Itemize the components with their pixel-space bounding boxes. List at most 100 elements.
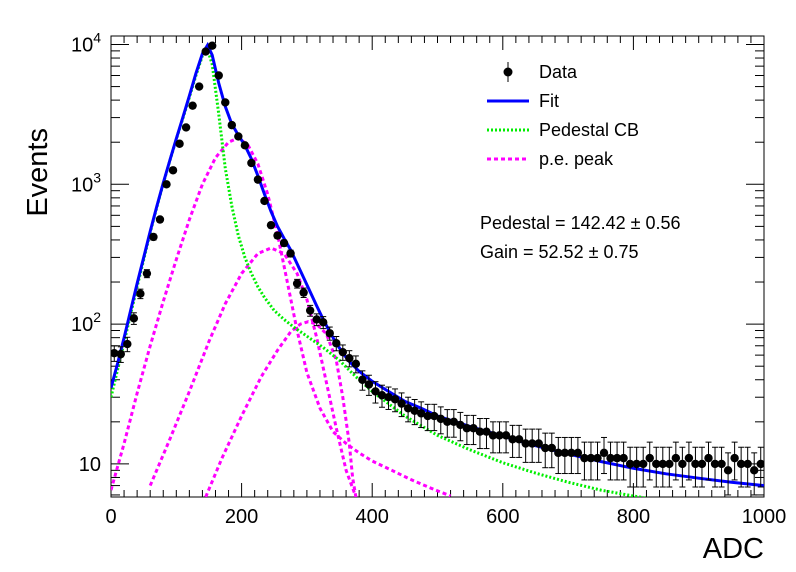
data-point: [149, 232, 158, 242]
data-marker: [279, 238, 289, 248]
data-point: [547, 432, 556, 469]
legend-item: p.e. peak: [487, 149, 614, 169]
data-point: [266, 220, 276, 230]
data-marker: [619, 453, 628, 463]
data-point: [175, 139, 184, 148]
y-tick-labels: 10 102 103 104: [71, 29, 101, 475]
data-marker: [208, 41, 217, 50]
data-marker: [534, 439, 543, 448]
fit-annotations: Pedestal = 142.42 ± 0.56 Gain = 52.52 ± 0…: [480, 213, 681, 262]
data-marker: [541, 443, 550, 453]
y-axis-title: Events: [22, 128, 54, 217]
data-marker: [364, 380, 374, 389]
data-points: [111, 41, 764, 496]
data-marker: [430, 411, 439, 421]
data-point: [443, 409, 452, 438]
x-tick-label: 1000: [742, 506, 787, 528]
data-point: [397, 392, 406, 418]
y-tick-label: 104: [71, 29, 101, 56]
data-point: [305, 304, 315, 317]
data-marker: [697, 459, 707, 469]
data-marker: [567, 448, 576, 458]
data-marker: [194, 82, 204, 91]
data-marker: [162, 180, 171, 189]
data-marker: [325, 329, 334, 338]
data-point: [638, 446, 648, 488]
data-point: [129, 312, 139, 325]
data-point: [371, 381, 380, 404]
data-point: [541, 432, 550, 469]
data-point: [384, 386, 393, 410]
data-marker: [743, 459, 752, 469]
data-marker: [436, 414, 445, 424]
data-marker: [554, 448, 563, 458]
data-marker: [750, 466, 759, 475]
data-marker: [227, 120, 237, 130]
data-marker: [521, 439, 530, 448]
data-marker: [599, 448, 609, 458]
data-marker: [214, 71, 223, 80]
fit-annotation: Pedestal = 142.42 ± 0.56: [480, 213, 681, 233]
data-point: [606, 441, 615, 481]
data-point: [253, 175, 263, 184]
data-marker: [351, 359, 361, 369]
data-point: [416, 401, 426, 429]
data-point: [312, 313, 321, 327]
data-point: [580, 441, 589, 481]
data-marker: [142, 269, 152, 278]
data-marker: [710, 459, 720, 469]
data-point: [704, 441, 713, 481]
data-point: [449, 409, 459, 438]
curve-p-e-peak-1: [111, 136, 452, 497]
data-point: [612, 441, 622, 481]
data-marker: [482, 427, 491, 436]
data-marker: [299, 288, 308, 297]
data-marker: [149, 232, 158, 242]
data-marker: [247, 158, 256, 168]
data-marker: [111, 348, 119, 358]
data-marker: [338, 347, 348, 357]
data-marker: [390, 395, 400, 404]
curve-p-e-peak-3: [204, 320, 358, 497]
data-marker: [462, 424, 472, 433]
data-point: [273, 231, 282, 240]
data-point: [710, 446, 720, 488]
data-point: [697, 446, 707, 488]
data-point: [390, 388, 400, 413]
data-point: [358, 370, 367, 391]
data-marker: [691, 459, 700, 469]
data-marker: [488, 431, 498, 440]
data-marker: [260, 196, 269, 206]
data-marker: [443, 417, 452, 427]
data-marker: [501, 431, 511, 440]
data-point: [619, 441, 628, 481]
x-tick-label: 600: [486, 506, 519, 528]
data-point: [514, 424, 524, 458]
data-marker: [717, 459, 726, 469]
data-point: [482, 418, 491, 450]
data-marker: [188, 101, 197, 110]
data-marker: [632, 459, 641, 469]
data-point: [554, 436, 563, 475]
data-point: [111, 345, 119, 362]
data-point: [436, 406, 445, 435]
data-point: [181, 123, 191, 132]
data-marker: [625, 459, 635, 469]
data-point: [658, 446, 667, 488]
data-point: [208, 41, 217, 50]
data-point: [325, 326, 334, 341]
data-point: [351, 355, 361, 374]
data-marker: [345, 354, 354, 363]
data-point: [123, 336, 132, 353]
data-point: [279, 238, 289, 248]
data-marker: [665, 459, 674, 469]
data-point: [560, 436, 570, 475]
data-marker: [123, 339, 132, 349]
data-marker: [240, 141, 250, 150]
data-marker: [612, 453, 622, 463]
data-point: [495, 421, 504, 454]
legend-label: Pedestal CB: [539, 120, 639, 140]
data-point: [201, 47, 210, 56]
data-point: [162, 180, 171, 189]
